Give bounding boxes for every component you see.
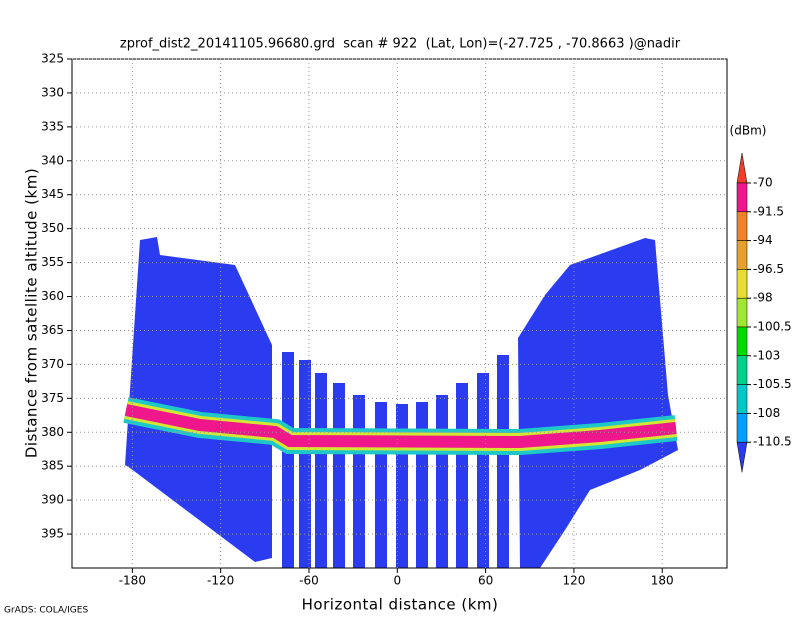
colorbar-label: -70 [753,176,773,190]
swath-column [282,352,294,568]
colorbar-label: -100.5 [753,320,792,334]
plot-frame [71,58,728,569]
colorbar-arrow [736,441,748,473]
y-tick-label: 350 [41,221,64,235]
x-tick-label: -120 [207,574,234,588]
colorbar-segment [736,211,748,241]
y-tick-label: 340 [41,153,64,167]
swath-column [416,402,428,568]
colorbar-segment [736,384,748,414]
x-tick-label: -180 [119,574,146,588]
swath-column [497,355,509,568]
x-tick-label: 0 [393,574,401,588]
y-tick-label: 390 [41,493,64,507]
colorbar-label: -108 [753,406,780,420]
swath-column [333,383,345,568]
swath-column [299,360,311,568]
colorbar-label: -94 [753,233,773,247]
swath-column [456,383,468,568]
y-tick-label: 385 [41,459,64,473]
colorbar-label: -98 [753,291,773,305]
y-tick-label: 395 [41,527,64,541]
y-tick-label: 330 [41,85,64,99]
y-tick-label: 370 [41,357,64,371]
swath-column [436,395,448,568]
chart-title: zprof_dist2_20141105.96680.grd scan # 92… [120,37,681,52]
colorbar-segment [736,326,748,357]
colorbar-arrow [736,152,748,184]
reflectivity-field [123,237,678,568]
y-tick-label: 365 [41,323,64,337]
colorbar-label: -91.5 [753,204,784,218]
colorbar-segment [736,240,748,270]
colorbar-label: -105.5 [753,377,792,391]
x-tick-label: -60 [299,574,319,588]
y-tick-label: 355 [41,255,64,269]
y-tick-label: 360 [41,289,64,303]
x-tick-label: 120 [562,574,585,588]
colorbar-segment [736,355,748,385]
bright-band [124,404,677,449]
swath-column [375,402,387,568]
colorbar-unit: (dBm) [730,124,767,138]
x-tick-label: 60 [478,574,493,588]
colorbar-segment [736,297,748,328]
y-tick-label: 380 [41,425,64,439]
footer: GrADS: COLA/IGES [4,606,88,616]
y-axis-label: Distance from satellite altitude (km) [23,168,41,458]
colorbar-segment [736,413,748,443]
colorbar-label: -96.5 [753,262,784,276]
y-tick-label: 325 [41,52,64,66]
y-tick-label: 345 [41,187,64,201]
x-tick-label: 180 [651,574,674,588]
x-axis-label: Horizontal distance (km) [302,596,499,614]
colorbar-segment [736,182,748,213]
swath-column [353,395,365,568]
swath-block [125,237,272,562]
y-tick-label: 375 [41,391,64,405]
swath-column [477,373,489,568]
colorbar-segment [736,269,748,299]
swath-block [518,238,678,568]
colorbar-label: -110.5 [753,435,792,449]
y-tick-label: 335 [41,119,64,133]
colorbar-label: -103 [753,348,780,362]
swath-column [315,373,327,568]
